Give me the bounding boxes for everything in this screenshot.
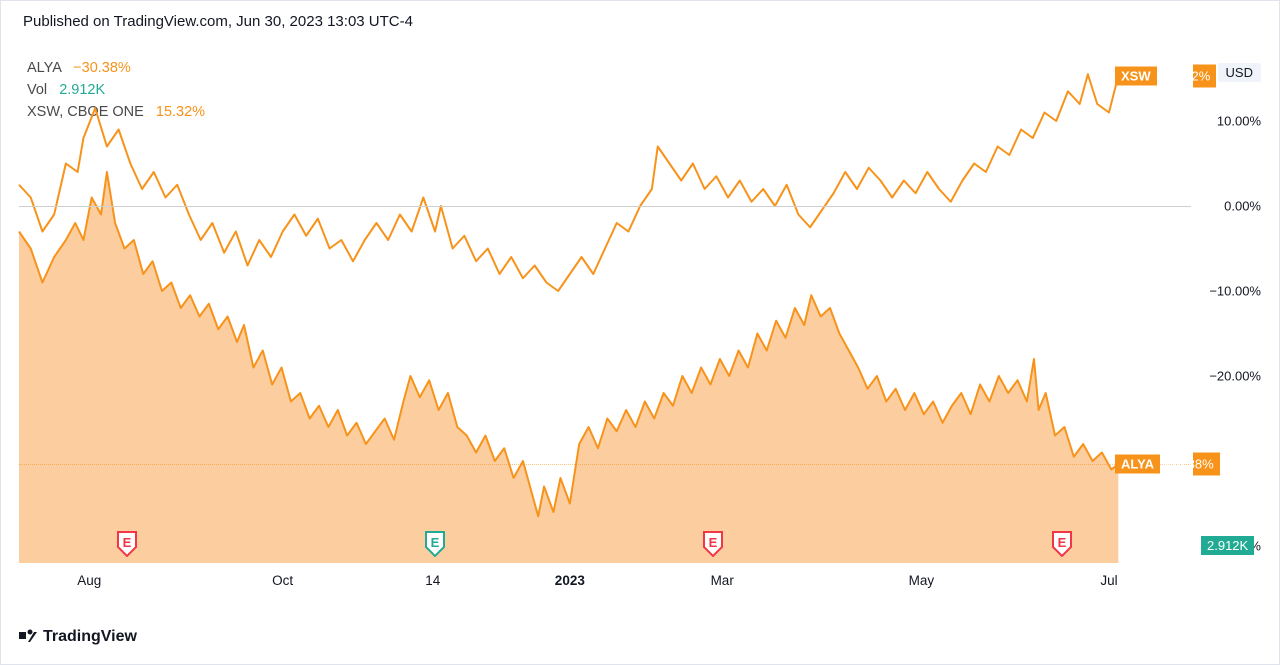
x-tick: May: [909, 573, 935, 588]
y-tick: −20.00%: [1209, 369, 1261, 384]
volume-badge: 2.912K: [1201, 536, 1254, 555]
brand-footer[interactable]: TradingView: [19, 628, 137, 646]
brand-text: TradingView: [43, 628, 137, 646]
currency-badge: USD: [1218, 63, 1261, 82]
x-tick: Jul: [1100, 573, 1117, 588]
price-badge-xsw: XSW+15.32%: [1193, 64, 1216, 87]
y-tick: 0.00%: [1224, 199, 1261, 214]
y-axis: USD 10.00%0.00%−10.00%−20.00%−40.00%XSW+…: [1195, 53, 1265, 563]
x-tick: Mar: [711, 573, 734, 588]
publish-text: Published on TradingView.com, Jun 30, 20…: [23, 13, 413, 30]
x-tick: 2023: [555, 573, 585, 588]
alya-price-line: [19, 464, 1191, 465]
chart-svg: [19, 53, 1191, 563]
x-tick: Aug: [77, 573, 101, 588]
y-tick: −10.00%: [1209, 284, 1261, 299]
price-badge-alya: ALYA−30.38%: [1193, 453, 1220, 476]
zero-gridline: [19, 206, 1191, 207]
tradingview-logo-icon: [19, 628, 37, 646]
publish-info: Published on TradingView.com, Jun 30, 20…: [1, 1, 1279, 45]
chart-plot[interactable]: [19, 53, 1191, 563]
x-tick: Oct: [272, 573, 293, 588]
y-tick: 10.00%: [1217, 114, 1261, 129]
x-tick: 14: [425, 573, 440, 588]
x-axis: Aug Oct 14 2023 Mar May Jul: [19, 567, 1191, 597]
